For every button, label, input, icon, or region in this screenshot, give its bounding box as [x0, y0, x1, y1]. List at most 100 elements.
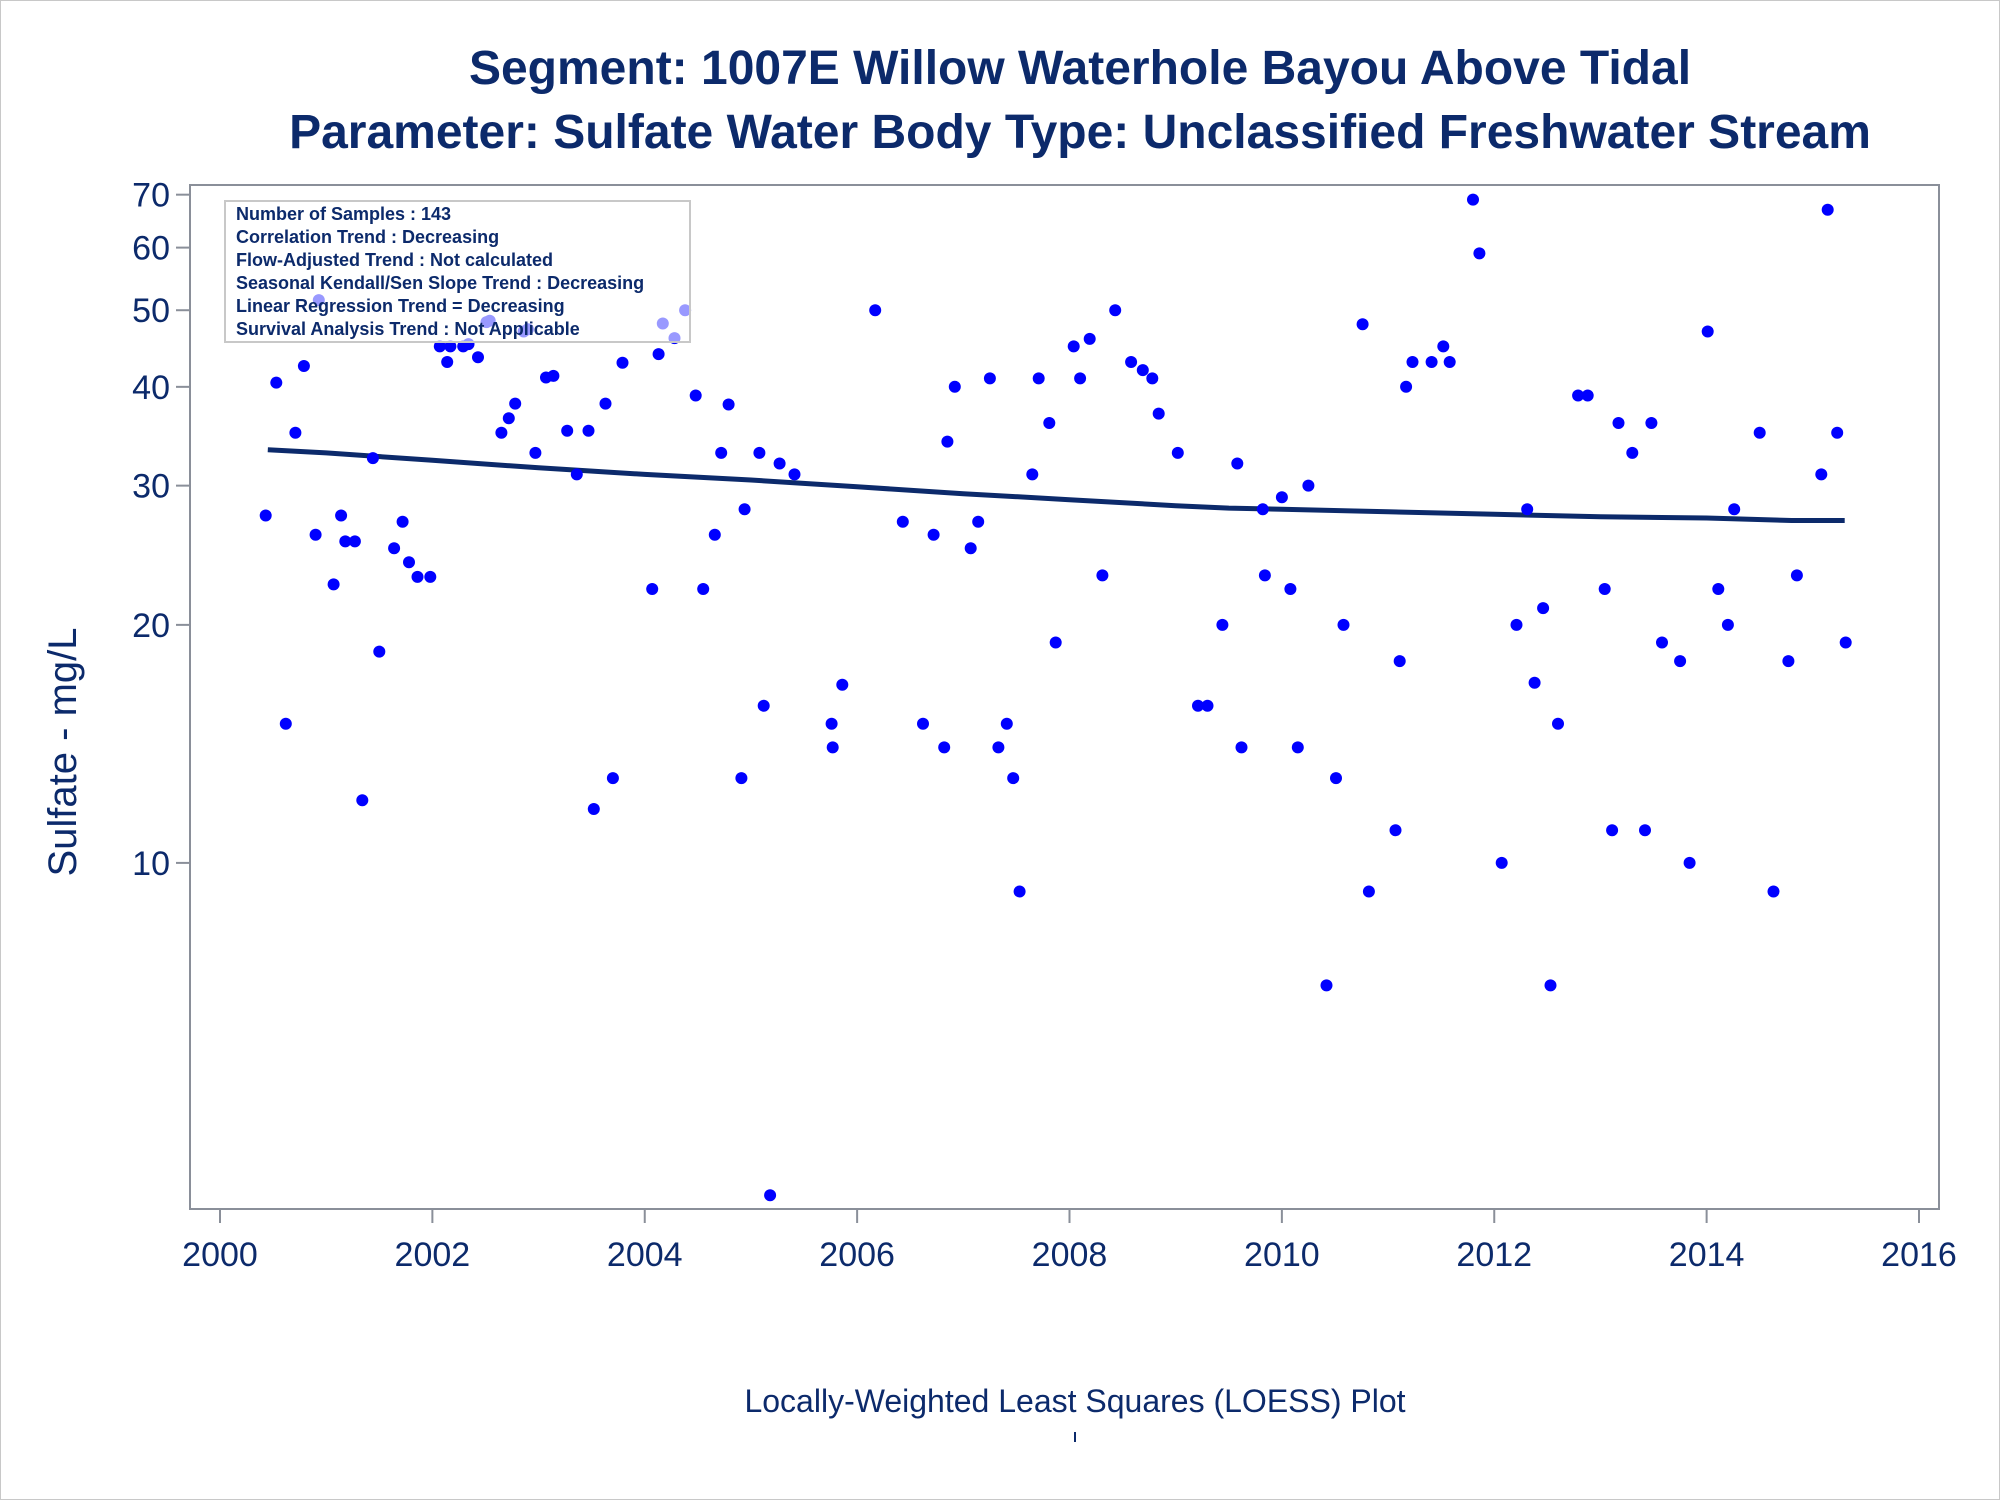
data-point — [335, 509, 348, 522]
data-point — [529, 446, 542, 459]
data-point — [1284, 583, 1297, 595]
x-tick-label: 2008 — [1032, 1236, 1108, 1274]
x-tick-label: 2010 — [1244, 1236, 1320, 1274]
data-point — [570, 468, 583, 481]
data-point — [1606, 824, 1619, 837]
data-point — [1216, 618, 1229, 631]
data-point — [1026, 468, 1039, 481]
data-point — [1721, 618, 1734, 631]
data-point — [1701, 325, 1714, 338]
data-point — [444, 340, 457, 353]
data-point — [1032, 372, 1045, 385]
data-point — [606, 772, 619, 785]
x-tick-label: 2012 — [1456, 1236, 1532, 1274]
data-point — [1753, 426, 1766, 439]
stats-inset-box — [224, 200, 691, 343]
data-point — [757, 699, 770, 712]
data-point — [1467, 193, 1479, 206]
data-point — [424, 570, 437, 583]
data-point — [1473, 247, 1486, 260]
data-point — [652, 348, 665, 361]
data-point — [1256, 503, 1269, 516]
y-tick-label: 60 — [132, 230, 170, 268]
data-point — [1782, 655, 1795, 668]
data-point — [356, 794, 369, 807]
data-point — [433, 340, 446, 353]
data-point — [1096, 569, 1109, 582]
data-point — [1425, 356, 1438, 368]
data-point — [1437, 340, 1450, 353]
data-point — [1598, 583, 1611, 595]
data-point — [735, 772, 748, 785]
data-point — [1626, 446, 1639, 459]
inset-line-survival: Survival Analysis Trend : Not Applicable — [236, 319, 580, 339]
data-point — [1839, 636, 1852, 649]
data-point — [927, 528, 940, 541]
data-point — [582, 424, 595, 437]
data-point — [279, 717, 292, 730]
data-point — [1291, 741, 1304, 754]
y-tick-label: 20 — [132, 607, 170, 645]
data-point — [964, 542, 977, 555]
data-point — [1152, 407, 1165, 420]
data-point — [869, 304, 882, 317]
data-point — [917, 717, 929, 730]
data-point — [1067, 340, 1080, 353]
x-tick-label: 2016 — [1881, 1236, 1957, 1274]
data-point — [896, 515, 909, 528]
data-point — [722, 398, 735, 411]
data-point — [938, 741, 951, 754]
x-tick-label: 2000 — [182, 1236, 258, 1274]
data-point — [1007, 772, 1020, 785]
data-point — [1443, 356, 1456, 368]
data-point — [339, 535, 352, 548]
data-point — [270, 376, 283, 389]
x-tick-label: 2014 — [1669, 1236, 1745, 1274]
x-tick-label: 2002 — [395, 1236, 471, 1274]
data-point — [1728, 503, 1741, 516]
data-point — [1821, 203, 1834, 216]
loess-line — [267, 447, 1845, 523]
data-point — [1406, 356, 1419, 368]
stats-inset: Number of Samples : 143 Correlation Tren… — [224, 200, 691, 343]
data-point — [1393, 655, 1406, 668]
data-point — [509, 397, 522, 410]
data-point — [836, 678, 849, 691]
data-point — [788, 468, 801, 481]
x-tick-label: 2006 — [819, 1236, 895, 1274]
data-point — [1043, 417, 1056, 429]
data-point — [1767, 885, 1780, 898]
y-axis: 10 20 30 40 50 60 70 — [132, 177, 190, 883]
data-point — [825, 717, 838, 730]
data-point — [697, 583, 710, 595]
data-point — [1645, 417, 1658, 429]
data-point — [1612, 417, 1625, 429]
data-point — [738, 503, 751, 516]
y-tick-label: 30 — [132, 468, 170, 506]
data-point — [1235, 741, 1248, 754]
plot-area — [189, 184, 1940, 1210]
data-point — [547, 369, 560, 382]
data-point — [753, 446, 766, 459]
data-point — [1831, 426, 1844, 439]
data-point — [1362, 885, 1375, 898]
data-point — [948, 380, 961, 393]
data-point — [1815, 468, 1828, 481]
y-tick-label: 10 — [132, 845, 170, 883]
data-point — [1049, 636, 1062, 649]
data-point — [1639, 824, 1651, 837]
data-point — [773, 457, 786, 470]
inset-line-samples: Number of Samples : 143 — [236, 204, 451, 224]
data-point — [348, 535, 361, 548]
data-point — [1389, 824, 1402, 837]
data-point — [1330, 772, 1342, 785]
chart-title: Segment: 1007E Willow Waterhole Bayou Ab… — [469, 42, 1691, 95]
data-point — [1581, 389, 1594, 402]
data-point — [1674, 655, 1687, 668]
data-point — [599, 397, 612, 410]
data-point — [992, 741, 1005, 754]
data-point — [1074, 372, 1087, 385]
data-point — [587, 803, 600, 815]
data-points — [259, 193, 1852, 1202]
